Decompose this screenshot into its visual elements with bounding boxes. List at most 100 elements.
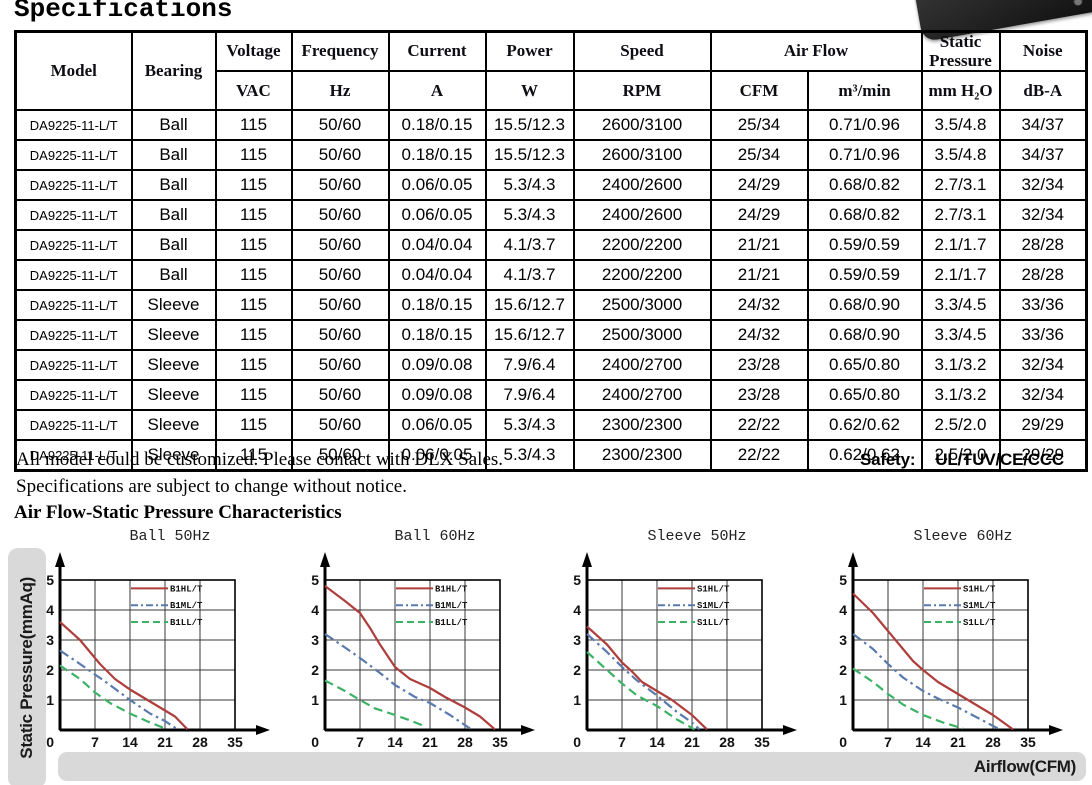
cell: 0.71/0.96 (806, 139, 923, 172)
cell: 3.5/4.8 (920, 109, 1001, 142)
cell: 50/60 (290, 229, 390, 262)
cell: 115 (214, 319, 293, 352)
cell: 0.18/0.15 (387, 109, 487, 142)
svg-text:1: 1 (46, 692, 54, 708)
cell: 2300/2300 (572, 409, 712, 442)
table-row: DA9225-11-L/T Sleeve 115 50/60 0.06/0.05 5.3/… (14, 409, 1088, 442)
svg-text:35: 35 (492, 734, 508, 750)
chart-plot-sleeve-50hz: 1 2 3 4 5 0 7 14 21 28 35 S1HL/T S1ML/T S1LL/T (573, 552, 797, 750)
cell-model: DA9225-11-L/T (14, 229, 133, 262)
chart-title: Ball 60Hz (394, 528, 476, 545)
table-row: DA9225-11-L/T Sleeve 115 50/60 0.09/0.08 7.9/… (14, 349, 1088, 382)
svg-text:2: 2 (311, 662, 319, 678)
cell: 0.68/0.82 (806, 199, 923, 232)
cell: 28/28 (998, 229, 1088, 262)
svg-text:3: 3 (839, 632, 847, 648)
svg-text:2: 2 (839, 662, 847, 678)
svg-text:B1LL/T: B1LL/T (435, 618, 468, 628)
svg-text:7: 7 (356, 734, 364, 750)
cell: 3.3/4.5 (920, 319, 1001, 352)
cell: Sleeve (130, 439, 217, 472)
cell: 0.68/0.82 (806, 169, 923, 202)
cell: 2200/2200 (572, 259, 712, 292)
cell: 5.3/4.3 (484, 169, 575, 202)
cell: Sleeve (130, 349, 217, 382)
cell: 32/34 (998, 349, 1088, 382)
cell: 2600/3100 (572, 139, 712, 172)
cell: Ball (130, 229, 217, 262)
cell: 33/36 (998, 319, 1088, 352)
cell: 21/21 (709, 259, 809, 292)
chart-plot-ball-50hz: 1 2 3 4 5 0 7 14 21 28 35 B1HL/T B1ML/T B1LL/T (46, 552, 270, 750)
svg-text:7: 7 (91, 734, 99, 750)
cell: 2.7/3.1 (920, 199, 1001, 232)
cell: 25/34 (709, 109, 809, 142)
svg-text:0: 0 (839, 734, 847, 750)
cell: 115 (214, 289, 293, 322)
svg-text:14: 14 (387, 734, 403, 750)
col-header-power: Power (484, 30, 575, 73)
svg-text:5: 5 (46, 572, 54, 588)
svg-text:28: 28 (457, 734, 473, 750)
cell: Sleeve (130, 319, 217, 352)
cell: 2300/2300 (572, 439, 712, 472)
col-header-bearing: Bearing (130, 30, 217, 112)
cell: 115 (214, 199, 293, 232)
cell: 0.18/0.15 (387, 139, 487, 172)
svg-text:5: 5 (839, 572, 847, 588)
cell: 24/29 (709, 199, 809, 232)
cell: 3.1/3.2 (920, 349, 1001, 382)
cell-model: DA9225-11-L/T (14, 319, 133, 352)
table-row: DA9225-11-L/T Ball 115 50/60 0.18/0.15 15.5/1… (14, 109, 1088, 142)
cell: 0.18/0.15 (387, 319, 487, 352)
cell: 3.1/3.2 (920, 379, 1001, 412)
cell: 34/37 (998, 109, 1088, 142)
cell: 0.06/0.05 (387, 199, 487, 232)
cell: 0.04/0.04 (387, 229, 487, 262)
cell: 50/60 (290, 439, 390, 472)
svg-text:21: 21 (684, 734, 700, 750)
cell: 15.5/12.3 (484, 139, 575, 172)
cell: 25/34 (709, 139, 809, 172)
cell: 3.5/4.8 (920, 139, 1001, 172)
svg-text:1: 1 (573, 692, 581, 708)
cell-model: DA9225-11-L/T (14, 349, 133, 382)
unit-m3min: m³/min (806, 70, 923, 112)
svg-text:B1HL/T: B1HL/T (170, 584, 203, 594)
cell: 115 (214, 379, 293, 412)
svg-text:0: 0 (573, 734, 581, 750)
unit-cfm: CFM (709, 70, 809, 112)
cell: 50/60 (290, 319, 390, 352)
cell: 0.62/0.62 (806, 439, 923, 472)
cell: 0.59/0.59 (806, 259, 923, 292)
table-row: DA9225-11-L/T Ball 115 50/60 0.06/0.05 5.3/4.… (14, 169, 1088, 202)
cell: Sleeve (130, 289, 217, 322)
table-row: DA9225-11-L/T Sleeve 115 50/60 0.06/0.05 5.3/… (14, 439, 1088, 472)
unit-w: W (484, 70, 575, 112)
cell: 50/60 (290, 109, 390, 142)
svg-text:B1ML/T: B1ML/T (435, 601, 468, 611)
cell: 34/37 (998, 139, 1088, 172)
svg-text:14: 14 (122, 734, 138, 750)
col-header-static-pressure: Static Pressure (920, 30, 1001, 73)
section-title: Air Flow-Static Pressure Characteristics (14, 502, 342, 523)
svg-text:3: 3 (311, 632, 319, 648)
col-header-noise: Noise (998, 30, 1088, 73)
cell: 50/60 (290, 169, 390, 202)
col-header-current: Current (387, 30, 487, 73)
cell: 0.09/0.08 (387, 349, 487, 382)
cell: 22/22 (709, 439, 809, 472)
svg-text:B1LL/T: B1LL/T (170, 618, 203, 628)
cell: 115 (214, 139, 293, 172)
cell: 50/60 (290, 379, 390, 412)
cell: 2400/2600 (572, 169, 712, 202)
svg-text:1: 1 (311, 692, 319, 708)
table-row: DA9225-11-L/T Ball 115 50/60 0.18/0.15 15.5/1… (14, 139, 1088, 172)
cell-model: DA9225-11-L/T (14, 289, 133, 322)
svg-text:5: 5 (311, 572, 319, 588)
cell: 15.5/12.3 (484, 109, 575, 142)
cell: 115 (214, 409, 293, 442)
svg-text:2: 2 (46, 662, 54, 678)
table-row: DA9225-11-L/T Ball 115 50/60 0.04/0.04 4.1/3.… (14, 259, 1088, 292)
svg-text:0: 0 (311, 734, 319, 750)
